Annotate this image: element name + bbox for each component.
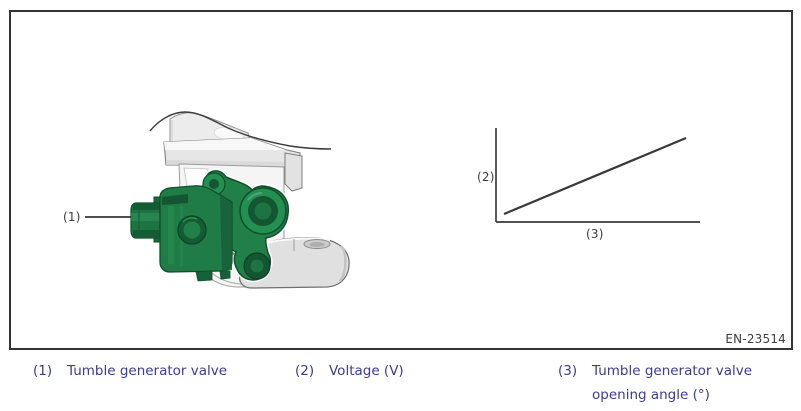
legend-1-label: Tumble generator valve <box>67 363 228 379</box>
legend-item-3: (3) Tumble generator valve opening angle… <box>558 359 773 407</box>
figure-code: EN-23514 <box>725 332 786 346</box>
tumble-valve-green <box>130 168 291 283</box>
legend-2-label: Voltage (V) <box>329 363 404 379</box>
legend-item-2: (2) Voltage (V) <box>295 359 515 383</box>
graph-line <box>503 136 687 216</box>
legend-2-number: (2) <box>295 363 315 379</box>
legend-3-label: Tumble generator valve opening angle (°) <box>592 363 753 403</box>
callout-3-label: (3) <box>586 227 604 241</box>
callout-1-label: (1) <box>63 210 81 224</box>
legend-3-number: (3) <box>558 363 578 379</box>
tumble-generator-valve-illustration <box>85 111 350 289</box>
legend-1-number: (1) <box>33 363 53 379</box>
legend-item-1: (1) Tumble generator valve <box>33 359 283 383</box>
callout-2-label: (2) <box>477 170 495 184</box>
voltage-angle-graph <box>495 128 700 223</box>
wavy-break-line <box>149 111 332 150</box>
figure-frame: (1) (2) (3) EN-23514 <box>9 10 793 350</box>
